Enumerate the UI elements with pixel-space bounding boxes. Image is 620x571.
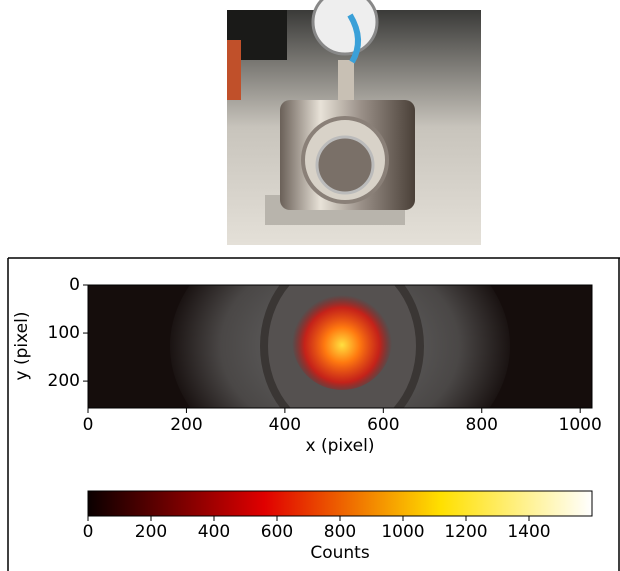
x-tick-label: 800	[466, 415, 498, 435]
colorbar-tick-label: 200	[135, 522, 167, 542]
x-tick-label: 0	[83, 415, 94, 435]
y-axis-label: y (pixel)	[12, 312, 32, 381]
y-tick-label: 200	[48, 371, 80, 391]
figure: x (pixel) y (pixel) Counts 0 200 400 600 800…	[0, 0, 620, 571]
colorbar-tick-label: 0	[83, 522, 94, 542]
colorbar	[88, 491, 592, 516]
colorbar-tick-label: 1200	[444, 522, 487, 542]
x-tick-label: 200	[170, 415, 202, 435]
y-tick-label: 100	[48, 323, 80, 343]
y-tick-label: 0	[69, 275, 80, 295]
colorbar-label: Counts	[310, 543, 369, 563]
colorbar-tick-label: 600	[261, 522, 293, 542]
colorbar-tick-label: 1400	[507, 522, 550, 542]
x-tick-label: 600	[367, 415, 399, 435]
x-tick-label: 400	[269, 415, 301, 435]
x-tick-label: 1000	[559, 415, 602, 435]
colorbar-tick-label: 1000	[381, 522, 424, 542]
x-axis-label: x (pixel)	[306, 436, 375, 456]
colorbar-tick-label: 400	[198, 522, 230, 542]
photo	[227, 0, 481, 245]
colorbar-tick-label: 800	[324, 522, 356, 542]
